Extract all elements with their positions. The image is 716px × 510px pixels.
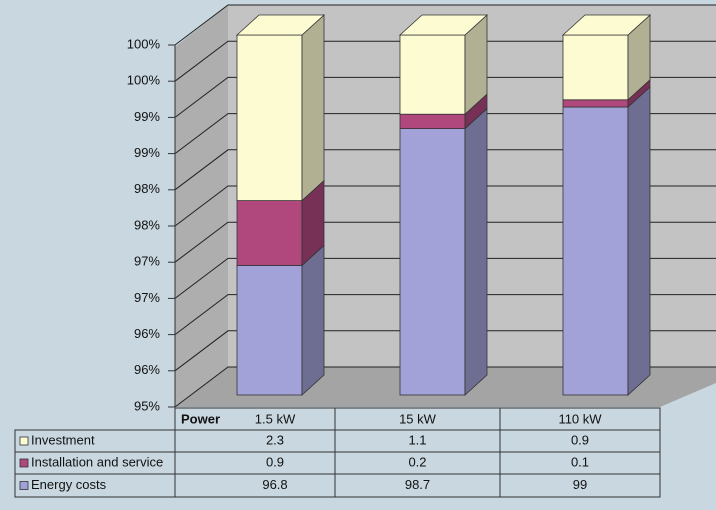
- table-value: 0.1: [571, 454, 589, 469]
- table-value: 1.1: [408, 432, 426, 447]
- bar-segment: [562, 86, 651, 396]
- grid-line: [174, 149, 716, 191]
- legend-label: Energy costs: [31, 477, 107, 492]
- table-header: Power: [181, 411, 220, 426]
- bar-side: [627, 86, 651, 396]
- legend-label: Installation and service: [31, 454, 163, 469]
- bar-front: [562, 99, 629, 108]
- y-tick-label: 99%: [134, 109, 160, 124]
- table-value: 0.2: [408, 454, 426, 469]
- bar-front: [562, 106, 629, 396]
- table-value: 0.9: [571, 432, 589, 447]
- grid-line: [174, 366, 716, 408]
- bar-front: [562, 34, 629, 101]
- grid-line: [174, 4, 716, 46]
- data-table: Power 1.5 kW 15 kW 110 kW Investment 2.3 1.1 0.…: [14, 407, 661, 498]
- x-tick-label: 1.5 kW: [255, 411, 296, 426]
- bar-segment: [236, 244, 325, 396]
- legend-key: [19, 436, 29, 446]
- y-tick-label: 98%: [134, 217, 160, 232]
- bar-top: [235, 14, 326, 36]
- y-tick-label: 100%: [127, 36, 161, 51]
- bar-front: [236, 34, 303, 202]
- table-value: 0.9: [266, 454, 284, 469]
- grid: 95% 96% 96% 97% 97% 98% 98% 99% 99% 100% 100%: [127, 4, 716, 413]
- y-tick-label: 97%: [134, 254, 160, 269]
- bar-front: [236, 264, 303, 396]
- y-tick-label: 95%: [134, 398, 160, 413]
- grid-line: [174, 76, 716, 118]
- bar-segment: [561, 14, 652, 101]
- bar-side: [301, 244, 325, 396]
- bar-front: [399, 34, 466, 115]
- bar-front: [236, 200, 303, 266]
- legend-key: [19, 458, 29, 468]
- grid-line: [174, 40, 716, 82]
- bar-front: [399, 113, 466, 129]
- y-tick-label: 96%: [134, 326, 160, 341]
- bar-segment: [398, 14, 489, 116]
- y-tick-label: 96%: [134, 362, 160, 377]
- bar-front: [399, 128, 466, 396]
- table-value: 99: [573, 477, 587, 492]
- legend-key: [19, 481, 29, 490]
- bars: [235, 14, 652, 396]
- bar-top: [561, 14, 652, 36]
- y-tick-label: 99%: [134, 145, 160, 160]
- bar-top: [398, 14, 489, 36]
- grid-line: [174, 221, 716, 263]
- bar-segment: [235, 14, 326, 202]
- table-value: 98.7: [405, 477, 430, 492]
- grid-line: [174, 113, 716, 154]
- table-value: 2.3: [266, 432, 284, 447]
- y-tick-label: 100%: [127, 73, 161, 88]
- table-value: 96.8: [262, 477, 287, 492]
- grid-line: [174, 257, 716, 299]
- bar-segment: [399, 107, 488, 396]
- bar-side: [301, 14, 325, 202]
- grid-line: [174, 294, 716, 335]
- grid-line: [174, 330, 716, 372]
- grid-line: [174, 185, 716, 227]
- legend-label: Investment: [31, 432, 95, 447]
- bar-side: [464, 107, 488, 396]
- x-tick-label: 110 kW: [558, 411, 602, 426]
- y-tick-label: 98%: [134, 181, 160, 196]
- x-tick-label: 15 kW: [399, 411, 437, 426]
- y-tick-label: 97%: [134, 290, 160, 305]
- bar-segment: [236, 179, 325, 267]
